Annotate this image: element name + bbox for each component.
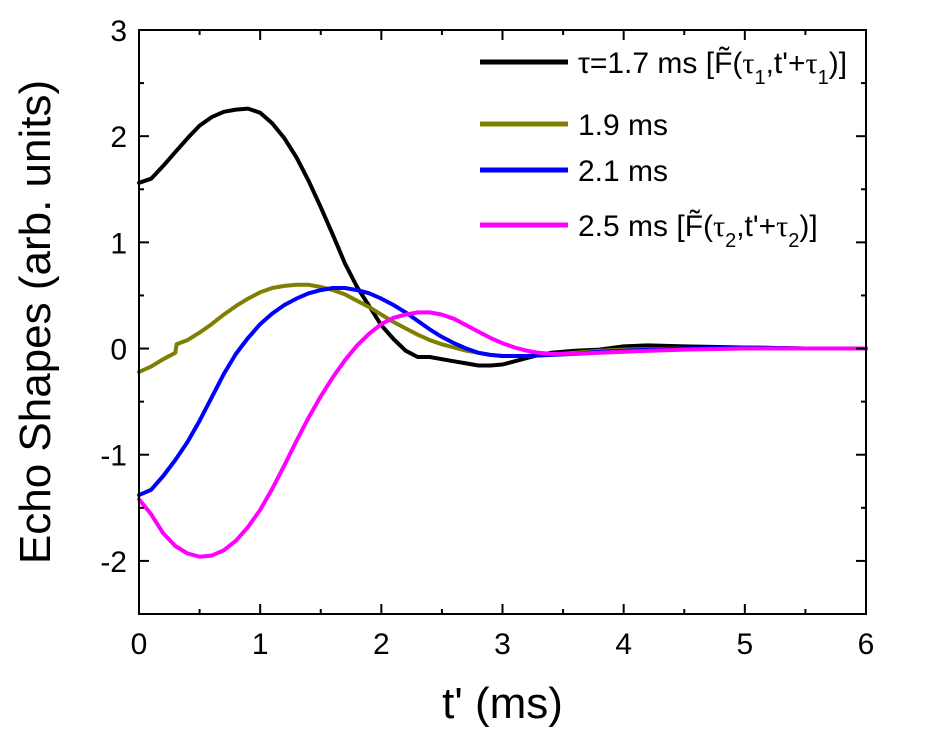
x-tick-label: 3: [494, 628, 511, 661]
series-line-4: [137, 310, 868, 559]
y-tick-label: 2: [110, 121, 127, 154]
y-tick-label: 3: [110, 15, 127, 48]
legend: τ=1.7 ms [F̃(τ1,t'+τ1)] 1.9 ms 2.1 ms 2.5 m…: [480, 47, 847, 252]
series-line-1: [137, 106, 868, 368]
axes-layer: 0 1 2 3 4 5 6 -2 -1 0 1 2 3: [100, 15, 874, 661]
legend-label-1: τ=1.7 ms [F̃(τ1,t'+τ1)]: [578, 47, 847, 89]
legend-label-4: 2.5 ms [F̃(τ2,t'+τ2)]: [578, 210, 818, 252]
x-tick-label: 1: [252, 628, 269, 661]
x-tick-label: 2: [373, 628, 390, 661]
y-tick-label: -2: [100, 546, 127, 579]
x-tick-label: 5: [736, 628, 753, 661]
y-tick-label: -1: [100, 440, 127, 473]
x-tick-label: 4: [615, 628, 632, 661]
y-tick-label: 1: [110, 227, 127, 260]
y-axis-title: Echo Shapes (arb. units): [11, 80, 60, 564]
y-tick-label: 0: [110, 334, 127, 367]
series-layer: [137, 106, 868, 559]
legend-label-3: 2.1 ms: [578, 155, 668, 188]
legend-label-2: 1.9 ms: [578, 109, 668, 142]
x-tick-label: 0: [131, 628, 148, 661]
x-axis-title: t' (ms): [442, 679, 563, 728]
x-tick-label: 6: [858, 628, 875, 661]
